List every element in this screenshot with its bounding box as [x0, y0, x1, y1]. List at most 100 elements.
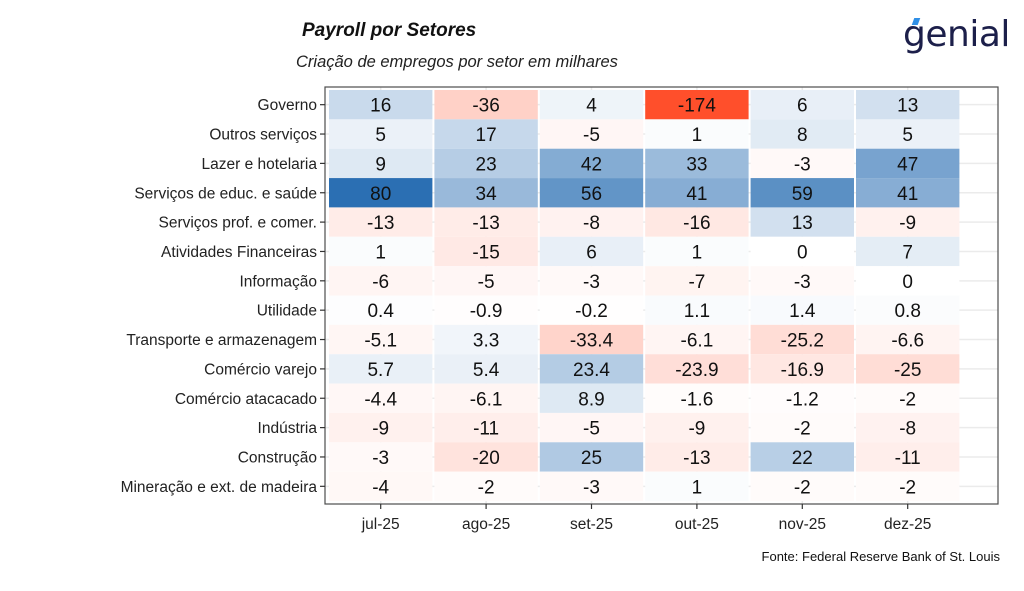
heatmap-cell	[539, 442, 644, 472]
heatmap-cell	[329, 266, 433, 296]
y-axis-label: Transporte e armazenagem	[126, 332, 317, 349]
cell-value-label: 33	[686, 154, 707, 175]
heatmap-cell	[539, 295, 644, 325]
cell-value-label: -6.6	[891, 331, 924, 352]
heatmap-cell	[750, 383, 854, 413]
heatmap-cell	[750, 471, 854, 501]
cell-value-label: -4.4	[364, 389, 397, 410]
y-axis-label: Lazer e hotelaria	[202, 156, 318, 173]
heatmap-cell	[539, 236, 644, 267]
cell-value-label: -0.2	[575, 301, 608, 322]
heatmap-cell	[329, 148, 433, 179]
heatmap-cell	[856, 236, 960, 267]
heatmap-cell	[539, 207, 644, 237]
cell-value-label: -23.9	[675, 360, 718, 381]
cell-value-label: 5.4	[473, 360, 500, 381]
heatmap-cell	[856, 354, 960, 384]
cell-value-label: -2	[794, 419, 811, 440]
cell-value-label: 34	[476, 184, 498, 205]
genial-logo: genial	[903, 14, 1010, 55]
cell-value-label: -5	[583, 419, 600, 440]
cell-value-label: 23	[476, 154, 497, 175]
cell-value-label: -4	[372, 477, 389, 498]
heatmap-cell	[539, 354, 644, 384]
heatmap-cell	[329, 207, 433, 237]
heatmap-cell	[434, 119, 538, 149]
heatmap-cell	[434, 207, 538, 237]
y-axis-label: Comércio atacacado	[175, 391, 317, 408]
heatmap-cell	[645, 412, 749, 443]
heatmap-cell	[434, 324, 538, 355]
cell-value-label: 1.4	[789, 301, 816, 322]
cell-value-label: -0.9	[470, 301, 503, 322]
heatmap-cell	[329, 383, 433, 413]
heatmap-cell	[645, 324, 749, 355]
y-axis-label: Atividades Financeiras	[161, 244, 317, 261]
heatmap-cell	[434, 442, 538, 472]
heatmap-cell	[329, 471, 433, 501]
cell-value-label: -16.9	[781, 360, 824, 381]
heatmap-cell	[750, 324, 854, 355]
heatmap-cell	[856, 412, 960, 443]
x-axis-label: dez-25	[884, 516, 931, 533]
cell-value-label: 1	[692, 125, 703, 146]
cell-value-label: -3	[794, 154, 811, 175]
cell-value-label: -36	[472, 96, 499, 117]
heatmap-cell	[539, 471, 644, 501]
cell-value-label: -2	[794, 477, 811, 498]
cell-value-label: 8.9	[578, 389, 604, 410]
cell-value-label: 23.4	[573, 360, 610, 381]
heatmap-cell	[645, 207, 749, 237]
cell-value-label: 6	[797, 96, 808, 117]
cell-value-label: -1.2	[786, 389, 819, 410]
y-axis-label: Serviços prof. e comer.	[158, 215, 317, 232]
heatmap-cell	[329, 354, 433, 384]
heatmap-cell	[645, 236, 749, 267]
heatmap-cell	[750, 207, 854, 237]
cell-value-label: 0	[902, 272, 913, 293]
y-axis-label: Mineração e ext. de madeira	[121, 479, 318, 496]
heatmap-cell	[329, 119, 433, 149]
heatmap-cell	[329, 442, 433, 472]
heatmap-cell	[434, 383, 538, 413]
logo-text: genial	[903, 14, 1010, 55]
cell-value-label: 59	[792, 184, 813, 205]
heatmap-cell	[329, 295, 433, 325]
heatmap-cell	[539, 266, 644, 296]
cell-value-label: 17	[476, 125, 497, 146]
heatmap-cell	[434, 354, 538, 384]
heatmap-cell	[750, 295, 854, 325]
cell-value-label: -8	[899, 419, 916, 440]
heatmap-cell	[750, 90, 854, 120]
heatmap-cell	[856, 295, 960, 325]
heatmap-cell	[856, 178, 960, 208]
cell-value-label: -7	[688, 272, 705, 293]
heatmap-cell	[539, 383, 644, 413]
heatmap-cell	[434, 412, 538, 443]
cell-value-label: 4	[586, 96, 597, 117]
cell-value-label: -6.1	[470, 389, 503, 410]
cell-value-label: -13	[367, 213, 394, 234]
cell-value-label: -9	[372, 419, 389, 440]
source-note: Fonte: Federal Reserve Bank of St. Louis	[761, 549, 1000, 564]
cell-value-label: 16	[370, 96, 391, 117]
axes: Governo Outros serviços Lazer e hotelaria S…	[121, 97, 932, 533]
cell-value-label: -1.6	[681, 389, 714, 410]
cell-value-label: -5	[583, 125, 600, 146]
heatmap-cell	[645, 295, 749, 325]
heatmap-cell	[434, 471, 538, 501]
cell-value-label: -5.1	[364, 331, 397, 352]
heatmap-cell	[539, 148, 644, 179]
cell-value-label: -3	[583, 272, 600, 293]
cell-value-label: 13	[792, 213, 813, 234]
cell-value-label: -16	[683, 213, 710, 234]
heatmap-cell	[645, 471, 749, 501]
cell-value-label: -6.1	[681, 331, 714, 352]
heatmap-cell	[434, 178, 538, 208]
y-axis-label: Serviços de educ. e saúde	[134, 185, 317, 202]
cell-value-label: -9	[899, 213, 916, 234]
cell-value-label: -6	[372, 272, 389, 293]
heatmap-cell	[856, 442, 960, 472]
heatmap-cell	[329, 236, 433, 267]
